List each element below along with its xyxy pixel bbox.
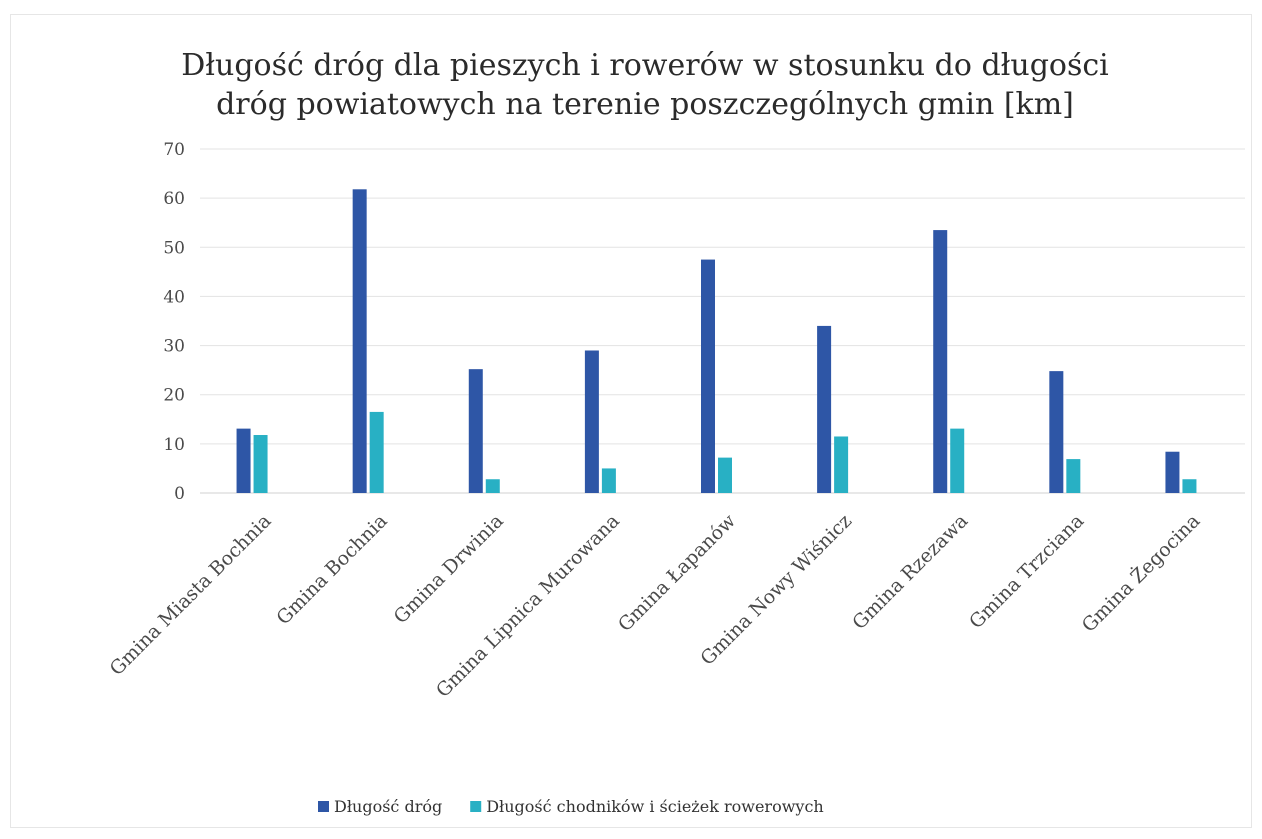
x-category-label: Gmina Rzezawa: [848, 510, 972, 634]
bar-chodniki-sciezki: [369, 411, 384, 493]
bar-chodniki-sciezki: [601, 468, 616, 493]
legend: Długość dróg Długość chodników i ścieżek …: [318, 797, 824, 816]
y-tick-label: 20: [163, 386, 185, 406]
x-category-label: Gmina Trzciana: [965, 510, 1088, 633]
y-tick-label: 10: [163, 435, 185, 455]
bar-chodniki-sciezki: [485, 479, 500, 493]
bar-dlugosc-drog: [933, 230, 948, 494]
y-tick-label: 40: [163, 287, 185, 307]
bar-chodniki-sciezki: [950, 428, 965, 493]
x-category-label: Gmina Lipnica Murowana: [432, 510, 624, 702]
y-tick-label: 30: [163, 337, 185, 357]
bar-chodniki-sciezki: [834, 436, 849, 493]
bar-dlugosc-drog: [701, 259, 715, 493]
chart-frame: [10, 14, 1252, 828]
chart-title-line-2: dróg powiatowych na terenie poszczególny…: [216, 87, 1074, 122]
y-tick-label: 0: [174, 484, 185, 504]
bar-dlugosc-drog: [584, 350, 599, 493]
y-tick-label: 70: [163, 140, 185, 160]
bar-chodniki-sciezki: [253, 435, 268, 493]
y-tick-label: 60: [163, 189, 185, 209]
chart-title: Długość dróg dla pieszych i rowerów w st…: [181, 48, 1109, 122]
y-tick-label: 50: [163, 238, 185, 258]
bar-chodniki-sciezki: [718, 457, 732, 493]
bar-dlugosc-drog: [1165, 451, 1180, 493]
legend-label: Długość dróg: [334, 797, 442, 816]
bars: [236, 189, 1197, 494]
x-category-label: Gmina Drwinia: [390, 510, 508, 628]
bar-dlugosc-drog: [236, 428, 251, 493]
legend-swatch: [470, 801, 482, 812]
y-axis-ticks: 0 10 20 30 40 50 60 70: [163, 140, 185, 504]
bar-dlugosc-drog: [468, 369, 483, 493]
bar-dlugosc-drog: [817, 325, 832, 493]
bar-chodniki-sciezki: [1182, 479, 1197, 493]
x-category-label: Gmina Żegocina: [1077, 509, 1204, 636]
legend-label: Długość chodników i ścieżek rowerowych: [486, 797, 824, 816]
bar-chodniki-sciezki: [1066, 459, 1081, 493]
bar-dlugosc-drog: [1049, 371, 1064, 493]
x-category-label: Gmina Miasta Bochnia: [106, 510, 276, 680]
x-category-label: Gmina Bochnia: [272, 510, 391, 629]
legend-swatch: [318, 801, 329, 812]
bar-dlugosc-drog: [352, 189, 367, 493]
chart-title-line-1: Długość dróg dla pieszych i rowerów w st…: [181, 48, 1109, 83]
x-category-label: Gmina Łapanów: [614, 509, 741, 636]
